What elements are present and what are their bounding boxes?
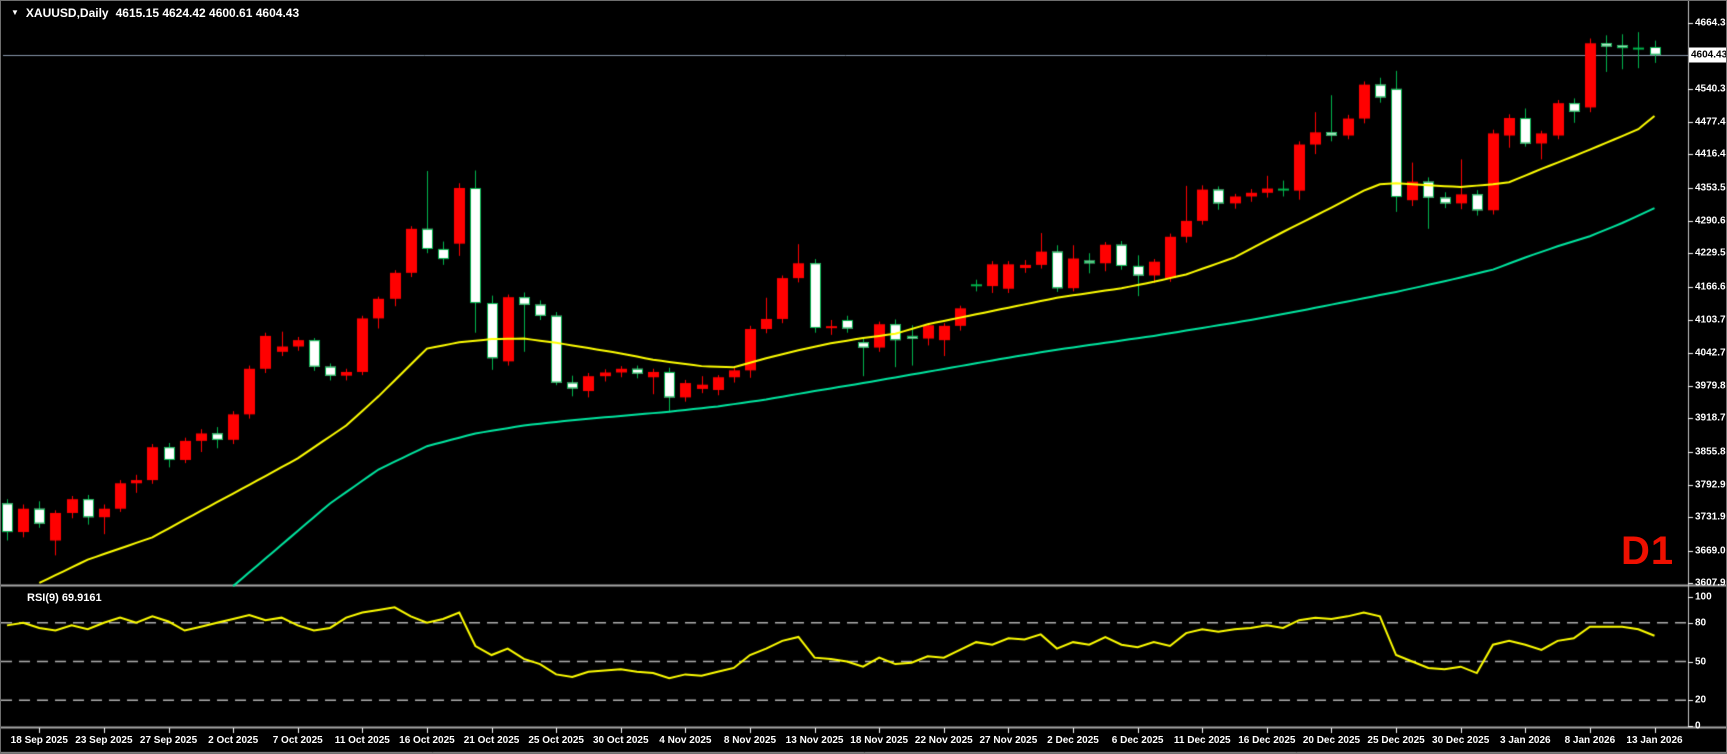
date-axis-label: 13 Jan 2026 [1626,735,1683,746]
rsi-axis-label: 20 [1695,694,1707,706]
price-axis-label: 4290.60 [1695,215,1726,227]
current-price-axis-label: 4604.43 [1689,47,1727,63]
price-axis-label: 3731.90 [1695,511,1726,523]
price-axis-label: 3607.95 [1695,577,1726,589]
price-axis-label: 4416.40 [1695,148,1726,160]
price-axis-label: 3669.00 [1695,545,1726,557]
symbol-period-title: XAUUSD,Daily [25,6,109,20]
date-axis-label: 11 Dec 2025 [1173,735,1231,746]
date-axis-label: 25 Oct 2025 [528,735,584,746]
price-axis-label: 3918.75 [1695,412,1726,424]
date-axis-label: 18 Nov 2025 [850,735,909,746]
price-axis-label: 4664.30 [1695,17,1726,29]
date-axis-label: 16 Dec 2025 [1238,735,1296,746]
price-axis-label: 4042.70 [1695,347,1726,358]
date-axis-label: 20 Dec 2025 [1302,735,1361,746]
date-axis-label: 8 Jan 2026 [1564,735,1616,746]
date-axis-label: 21 Oct 2025 [463,735,520,746]
price-axis-label: 3792.95 [1695,479,1726,491]
chart-title-bar: ▼ XAUUSD,Daily 4615.15 4624.42 4600.61 4… [11,6,299,20]
rsi-indicator-label: RSI(9) 69.9161 [27,592,102,604]
symbol-dropdown-icon[interactable]: ▼ [11,8,19,17]
date-axis-label: 2 Dec 2025 [1047,735,1099,746]
date-axis-label: 3 Jan 2026 [1499,735,1551,746]
rsi-axis-label: 0 [1695,720,1701,732]
rsi-axis-label: 50 [1695,656,1707,667]
date-axis-label: 6 Dec 2025 [1111,735,1164,746]
price-axis-label: 3979.80 [1695,380,1726,392]
date-axis-label: 30 Oct 2025 [592,735,649,746]
price-axis-label: 4229.55 [1695,247,1726,259]
title-ohlc-quotes: 4615.15 4624.42 4600.61 4604.43 [115,6,300,20]
date-axis-label: 8 Nov 2025 [723,735,777,746]
date-axis-label: 2 Oct 2025 [208,735,259,746]
date-axis-label: 23 Sep 2025 [75,735,133,746]
date-axis-label: 16 Oct 2025 [399,735,455,746]
timeframe-watermark: D1 [1621,529,1675,573]
price-axis-label: 4103.75 [1695,314,1726,326]
price-axis-label: 4353.50 [1695,182,1726,194]
price-axis-label: 3855.85 [1695,446,1726,458]
date-axis-label: 13 Nov 2025 [785,735,844,746]
price-axis-label: 4477.45 [1695,116,1726,128]
date-axis-label: 7 Oct 2025 [272,735,323,746]
price-axis-label: 4166.65 [1695,281,1726,293]
date-axis-label: 18 Sep 2025 [10,735,68,746]
rsi-axis-label: 80 [1695,617,1707,629]
date-axis-label: 27 Nov 2025 [979,735,1038,746]
price-axis-label: 4540.35 [1695,83,1726,95]
rsi-axis-label: 100 [1695,591,1712,603]
date-axis-label: 4 Nov 2025 [659,735,712,746]
date-axis-label: 30 Dec 2025 [1432,735,1490,746]
date-axis-label: 27 Sep 2025 [139,735,198,746]
date-axis-label: 25 Dec 2025 [1367,735,1425,746]
date-axis-label: 22 Nov 2025 [914,735,973,746]
date-axis-label: 11 Oct 2025 [334,735,390,746]
